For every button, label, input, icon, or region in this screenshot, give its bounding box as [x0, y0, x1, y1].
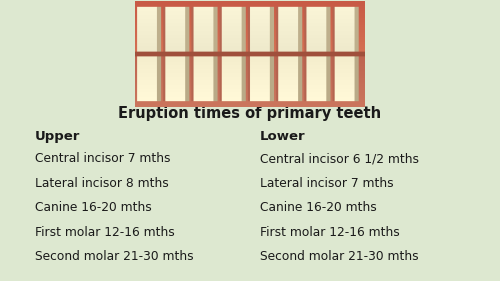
Text: Second molar 21-30 mths: Second molar 21-30 mths: [260, 250, 418, 263]
Text: Central incisor 7 mths: Central incisor 7 mths: [35, 152, 170, 165]
Text: Canine 16-20 mths: Canine 16-20 mths: [260, 201, 377, 214]
Text: Central incisor 6 1/2 mths: Central incisor 6 1/2 mths: [260, 152, 419, 165]
Text: Eruption times of primary teeth: Eruption times of primary teeth: [118, 106, 382, 121]
Text: Second molar 21-30 mths: Second molar 21-30 mths: [35, 250, 194, 263]
Text: First molar 12-16 mths: First molar 12-16 mths: [260, 226, 400, 239]
Text: Lateral incisor 8 mths: Lateral incisor 8 mths: [35, 177, 169, 190]
Text: First molar 12-16 mths: First molar 12-16 mths: [35, 226, 175, 239]
Text: Canine 16-20 mths: Canine 16-20 mths: [35, 201, 152, 214]
Text: Upper: Upper: [35, 130, 80, 143]
Text: Lower: Lower: [260, 130, 306, 143]
Text: Lateral incisor 7 mths: Lateral incisor 7 mths: [260, 177, 394, 190]
